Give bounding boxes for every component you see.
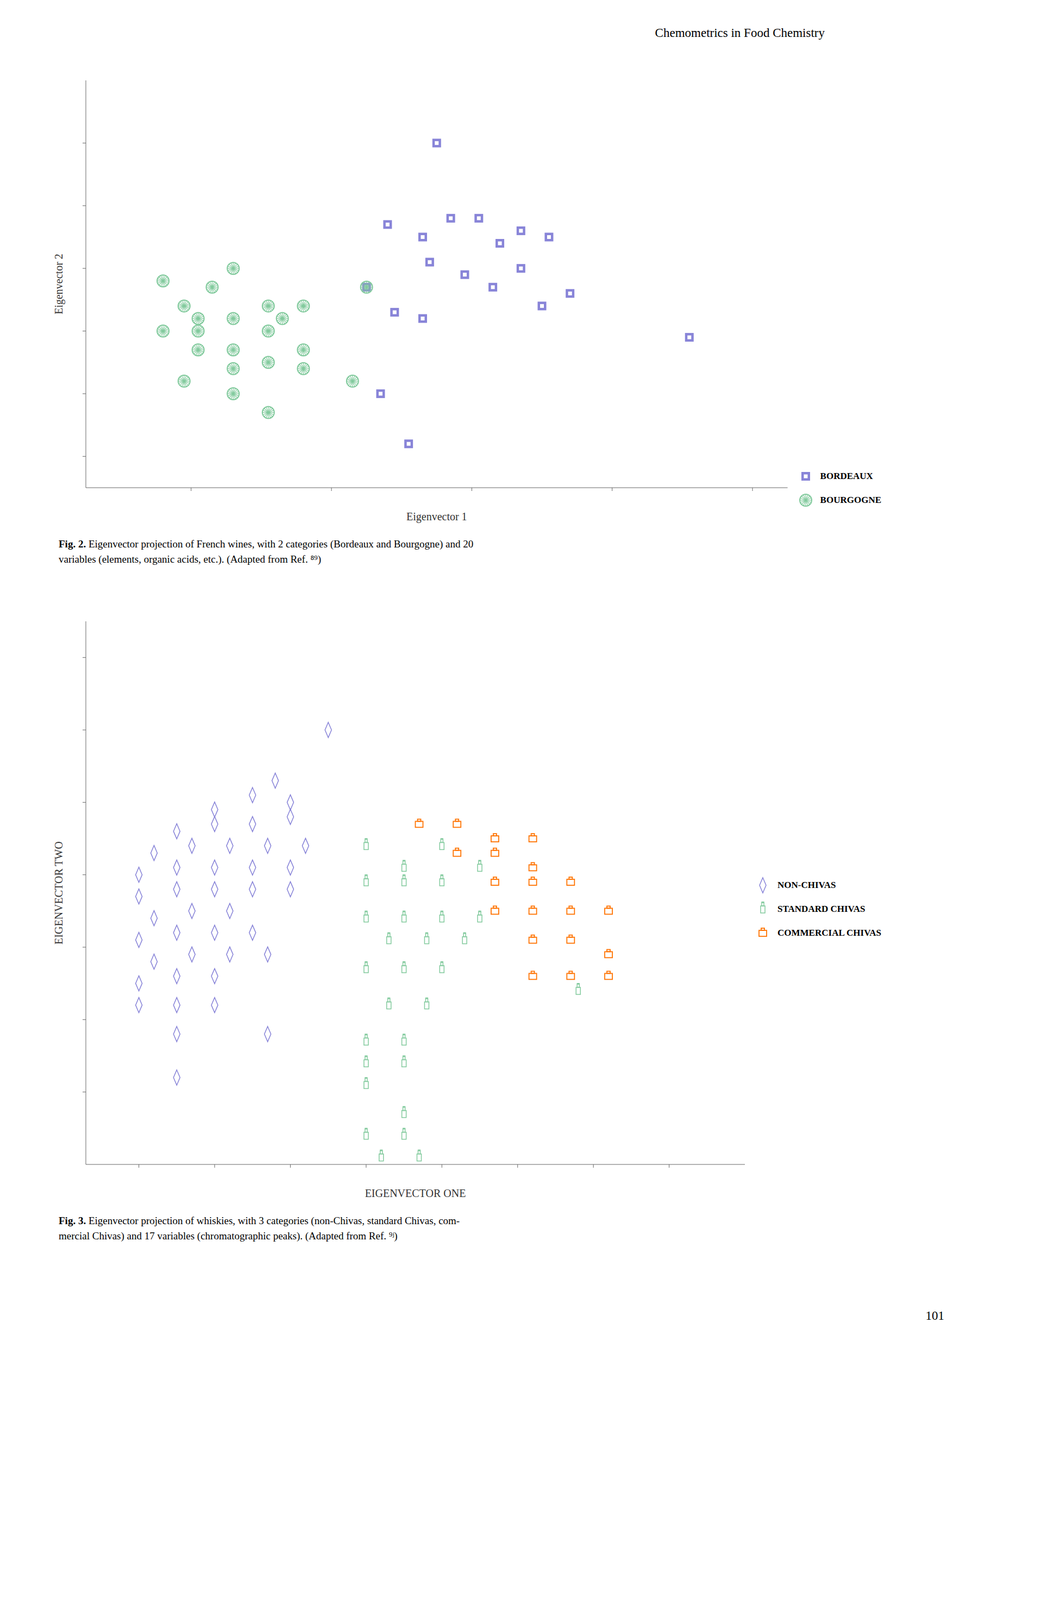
html-text:mercial Chivas) and 17 variabl: mercial Chivas) and 17 variables (chroma… bbox=[58, 1230, 398, 1243]
html-text:Chemometrics in Food Chemistry: Chemometrics in Food Chemistry bbox=[655, 26, 825, 40]
html-text:Fig. 2. Eigenvector projection: Fig. 2. Eigenvector projection of French… bbox=[58, 538, 474, 550]
html-text:101: 101 bbox=[925, 1309, 945, 1323]
html-text:NON-CHIVAS: NON-CHIVAS bbox=[777, 880, 836, 891]
html-text:variables (elements, organic a: variables (elements, organic acids, etc.… bbox=[58, 553, 322, 566]
html-text:COMMERCIAL CHIVAS: COMMERCIAL CHIVAS bbox=[777, 927, 882, 939]
svg-text:Eigenvector 2: Eigenvector 2 bbox=[52, 253, 66, 315]
html-text:BOURGOGNE: BOURGOGNE bbox=[820, 494, 882, 506]
svg-text:EIGENVECTOR ONE: EIGENVECTOR ONE bbox=[365, 1187, 467, 1200]
svg-text:EIGENVECTOR TWO: EIGENVECTOR TWO bbox=[52, 841, 65, 945]
html-text:Fig. 3. Eigenvector projection: Fig. 3. Eigenvector projection of whiski… bbox=[58, 1215, 460, 1227]
html-text:STANDARD CHIVAS: STANDARD CHIVAS bbox=[777, 904, 866, 915]
svg-text:Eigenvector 1: Eigenvector 1 bbox=[406, 510, 468, 524]
html-text:BORDEAUX: BORDEAUX bbox=[820, 471, 874, 482]
